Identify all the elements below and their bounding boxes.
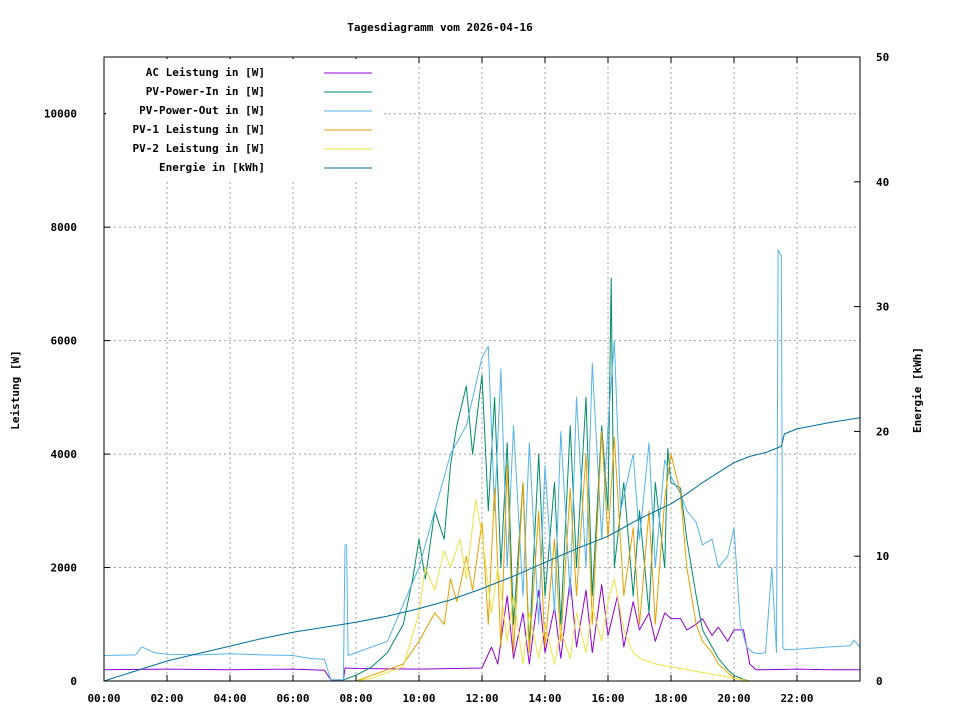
y-tick-label: 8000 [51, 221, 78, 234]
x-tick-label: 22:00 [780, 692, 813, 705]
y2-axis-label: Energie [kWh] [911, 347, 924, 433]
legend: AC Leistung in [W] PV-Power-In in [W] PV-P… [106, 59, 382, 179]
x-tick-label: 16:00 [591, 692, 624, 705]
y-axis-label: Leistung [W] [9, 350, 22, 429]
x-tick-label: 14:00 [528, 692, 561, 705]
plot-series [103, 249, 861, 682]
x-tick-label: 18:00 [654, 692, 687, 705]
y2-tick-label: 40 [876, 176, 889, 189]
x-axis: 00:00 02:00 04:00 06:00 08:00 10:00 12:00 14:00… [87, 57, 814, 705]
y-tick-label: 6000 [51, 335, 78, 348]
series-line-1 [104, 277, 860, 682]
legend-label-4: PV-2 Leistung in [W] [133, 142, 265, 155]
x-tick-label: 12:00 [465, 692, 498, 705]
x-tick-label: 20:00 [717, 692, 750, 705]
y2-tick-label: 0 [876, 675, 883, 688]
series-line-2 [103, 249, 861, 681]
y-tick-label: 4000 [51, 448, 78, 461]
series-line-0 [103, 578, 860, 681]
legend-label-1: PV-Power-In in [W] [146, 85, 265, 98]
y-axis: 0 2000 4000 6000 8000 10000 [44, 108, 110, 688]
x-tick-label: 04:00 [213, 692, 246, 705]
y2-tick-label: 20 [876, 425, 889, 438]
series-line-3 [104, 430, 860, 682]
y-tick-label: 0 [70, 675, 77, 688]
legend-label-5: Energie in [kWh] [159, 161, 265, 174]
y2-axis: 0 10 20 30 40 50 [854, 51, 889, 688]
y2-tick-label: 10 [876, 550, 889, 563]
x-tick-label: 00:00 [87, 692, 120, 705]
series-line-5 [103, 417, 861, 682]
y2-tick-label: 50 [876, 51, 889, 64]
legend-label-2: PV-Power-Out in [W] [139, 104, 265, 117]
y2-tick-label: 30 [876, 301, 889, 314]
plot-frame [103, 56, 861, 682]
x-tick-label: 10:00 [402, 692, 435, 705]
x-tick-label: 02:00 [150, 692, 183, 705]
y-tick-label: 10000 [44, 108, 77, 121]
series-line-4 [104, 499, 860, 682]
legend-background [106, 59, 382, 179]
y-tick-label: 2000 [51, 562, 78, 575]
legend-label-3: PV-1 Leistung in [W] [133, 123, 265, 136]
chart-title: Tagesdiagramm vom 2026-04-16 [347, 21, 533, 34]
legend-label-0: AC Leistung in [W] [146, 66, 265, 79]
x-tick-label: 06:00 [276, 692, 309, 705]
x-tick-label: 08:00 [339, 692, 372, 705]
